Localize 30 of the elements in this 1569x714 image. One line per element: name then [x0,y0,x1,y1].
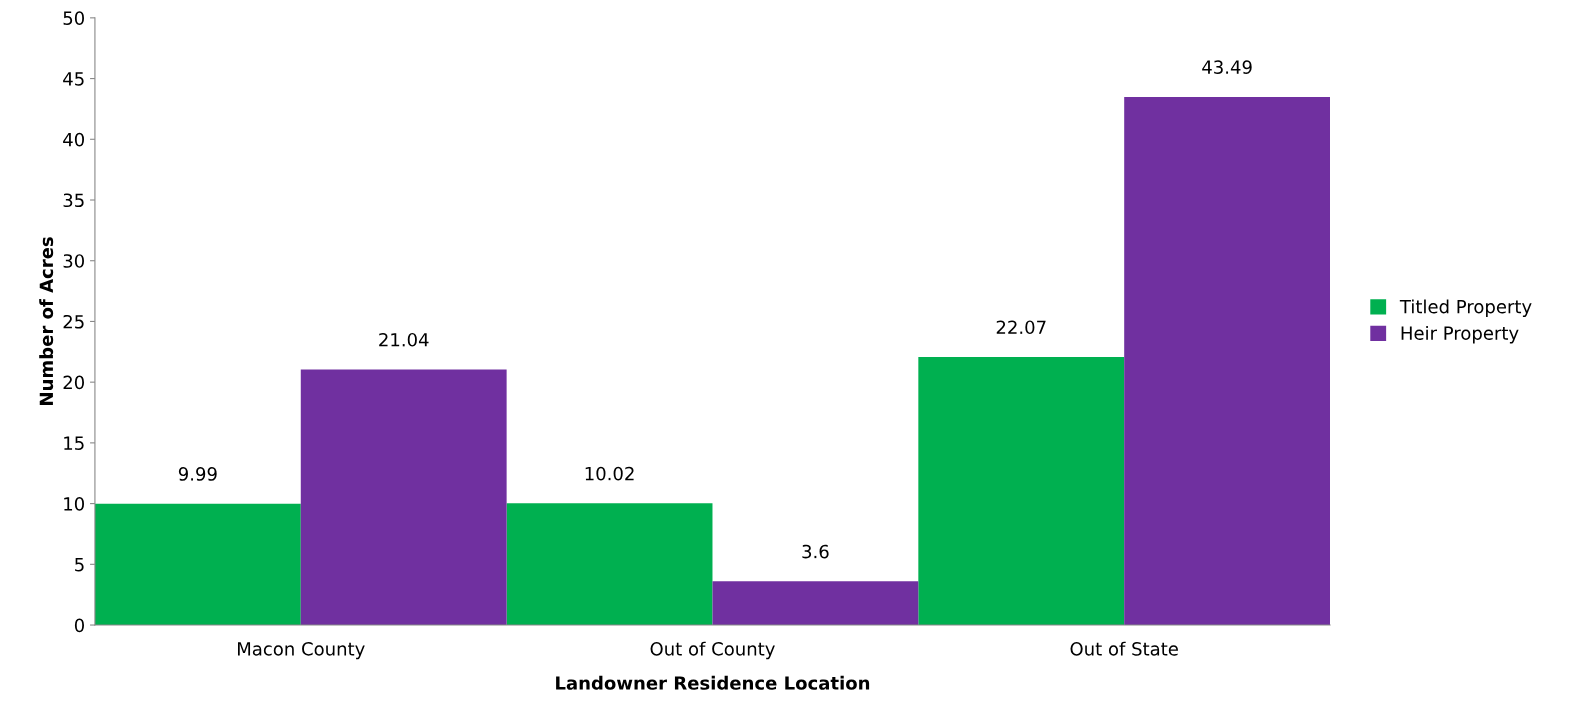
bar [918,357,1125,626]
y-tick-label: 10 [64,497,84,511]
x-tick-label: Macon County [238,642,365,660]
y-tick-label: 5 [75,558,84,572]
x-tick-label: Out of County [650,641,775,660]
y-tick-label: 0 [74,618,84,633]
y-tick-label: 20 [63,375,84,390]
bar [1124,96,1331,626]
legend-label: Titled Property [1399,299,1532,317]
bar [94,503,301,626]
y-tick-label: 45 [63,72,84,86]
x-axis-title: Landowner Residence Location [556,675,870,690]
y-axis-title: Number of Acres [39,237,54,405]
y-tick-label: 15 [64,436,84,450]
y-tick-label: 25 [63,314,84,329]
data-label: 21.04 [379,332,429,347]
data-label: 10.02 [585,466,634,481]
legend-label: Heir Property [1401,325,1519,344]
data-label: 22.07 [996,320,1046,335]
y-tick-label: 30 [63,254,84,268]
bar [506,503,713,626]
data-label: 43.49 [1202,60,1252,74]
y-tick-label: 35 [63,193,84,208]
bar [300,369,507,626]
y-tick-label: 50 [63,11,84,25]
data-label: 3.6 [802,544,829,559]
y-tick-label: 40 [63,132,84,147]
data-label: 9.99 [178,467,217,481]
x-tick-label: Out of State [1070,641,1178,656]
bar [712,581,919,626]
